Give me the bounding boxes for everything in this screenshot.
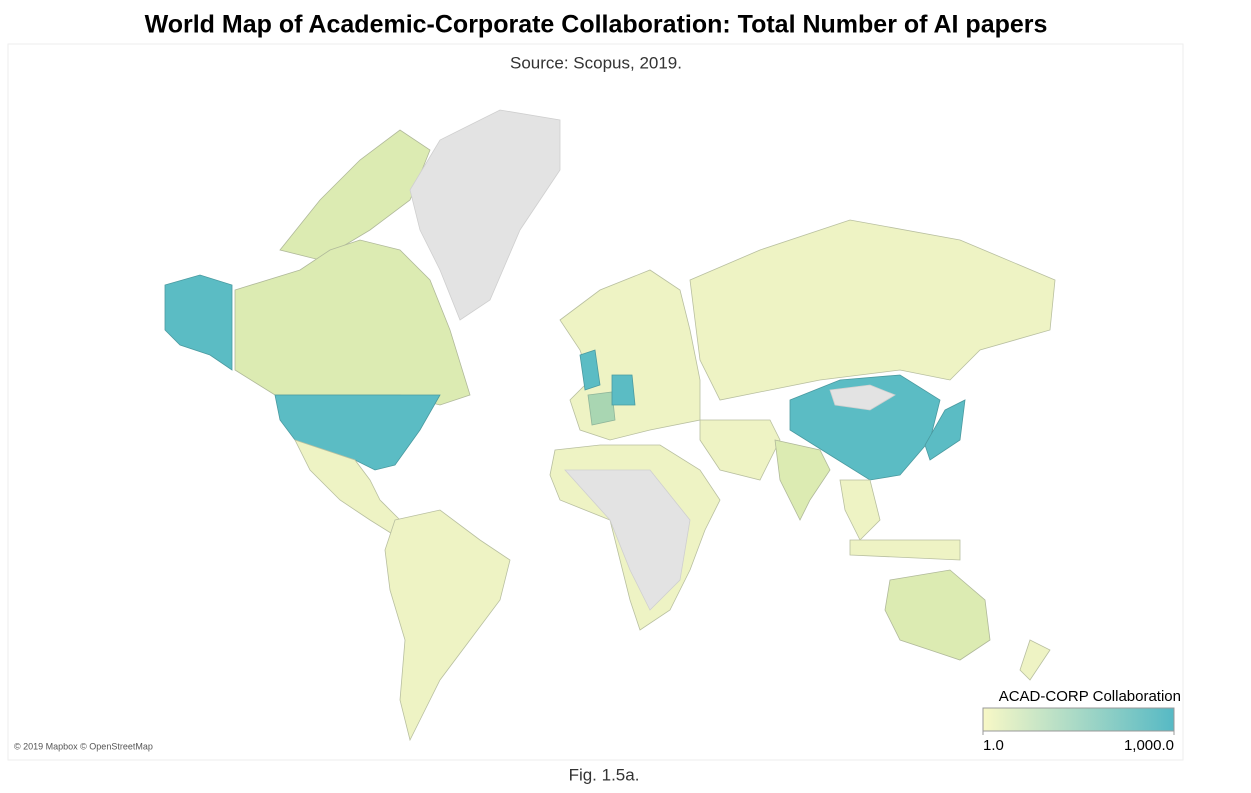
india [774, 439, 831, 521]
legend-tick-label: 1,000.0 [1124, 737, 1174, 754]
legend-tick-label: 1.0 [983, 737, 1004, 754]
china [789, 374, 941, 481]
middle-east [699, 419, 781, 481]
attribution: © 2019 Mapbox © OpenStreetMap [14, 741, 153, 751]
uk [579, 349, 601, 391]
indonesia [849, 539, 961, 561]
germany [611, 374, 636, 406]
france [587, 391, 616, 426]
australia [884, 569, 991, 661]
alaska [164, 274, 233, 371]
south-america [384, 509, 511, 742]
greenland [409, 109, 561, 321]
title: World Map of Academic-Corporate Collabor… [145, 11, 1048, 39]
caption: Fig. 1.5a. [569, 765, 640, 784]
new-zealand [1019, 639, 1051, 681]
central-africa [564, 469, 691, 611]
legend: ACAD-CORP Collaboration 1.0 1,000.0 [982, 688, 1181, 754]
mongolia [829, 384, 896, 411]
legend-colorbar [982, 707, 1175, 732]
legend-title: ACAD-CORP Collaboration [999, 688, 1181, 705]
russia [689, 219, 1056, 401]
world-map [164, 109, 1056, 742]
southeast-asia [839, 479, 881, 541]
japan [924, 399, 966, 461]
subtitle: Source: Scopus, 2019. [510, 53, 682, 72]
